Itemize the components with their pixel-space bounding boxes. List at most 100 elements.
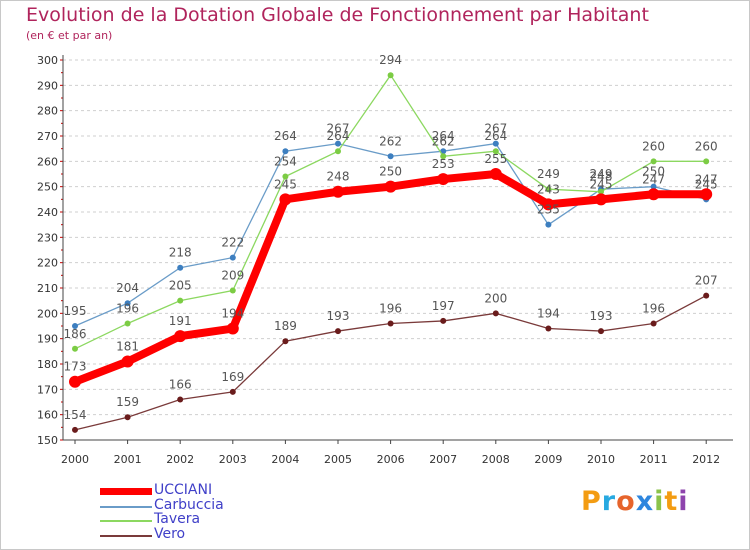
point-tavera [703,158,710,165]
data-label: 264 [432,129,455,143]
y-tick-label: 180 [37,358,58,371]
data-label: 267 [484,122,507,136]
logo-letter: r [601,486,617,517]
data-label: 194 [537,307,560,321]
data-label: 181 [116,339,139,353]
point-vero [650,320,657,327]
point-tavera [124,320,131,327]
point-ucciani [700,188,713,201]
y-tick-label: 160 [37,409,58,422]
point-tavera [177,297,184,304]
data-label: 262 [432,134,455,148]
point-tavera [387,72,394,79]
data-label: 200 [484,291,507,305]
x-tick-label: 2002 [166,453,194,466]
data-label: 267 [327,122,350,136]
point-carbuccia [282,148,289,155]
point-tavera [492,148,499,155]
point-tavera [545,186,552,193]
data-label: 253 [432,157,455,171]
x-tick-label: 2000 [61,453,89,466]
data-label: 159 [116,395,139,409]
point-carbuccia [650,183,657,190]
y-tick-label: 260 [37,155,58,168]
data-label: 204 [116,281,139,295]
point-carbuccia [124,300,131,307]
x-tick-label: 2003 [219,453,247,466]
data-label: 250 [379,165,402,179]
point-ucciani [121,355,134,368]
data-label: 264 [484,129,507,143]
point-vero [282,338,289,345]
data-label: 154 [64,408,87,422]
point-tavera [598,188,604,195]
proxiti-logo: Proxiti [581,486,689,517]
data-label: 196 [379,301,402,315]
point-ucciani [174,330,187,343]
chart-subtitle: (en € et par an) [26,29,113,42]
data-label: 262 [379,134,402,148]
data-label: 248 [327,170,350,184]
point-carbuccia [492,140,499,147]
x-tick-label: 2010 [587,453,615,466]
point-carbuccia [177,264,184,271]
point-carbuccia [440,148,447,155]
data-label: 186 [64,327,87,341]
point-ucciani [69,375,81,388]
data-label: 196 [116,301,139,315]
data-label: 194 [221,307,244,321]
logo-letter: o [616,486,636,517]
data-label: 197 [432,299,455,313]
point-ucciani [489,168,502,180]
data-label: 218 [169,246,192,260]
logo-letter: x [635,486,655,517]
data-label: 247 [642,172,665,186]
logo-letter: t [664,486,679,517]
data-label: 189 [274,319,297,333]
y-tick-label: 190 [37,333,58,346]
legend-label: Vero [154,525,186,542]
axes: 150 160 170 180 190 200 210 220 230 240 250 260 270 2… [37,54,733,466]
y-tick-label: 170 [37,383,58,396]
legend-swatch [100,534,152,537]
y-tick-label: 210 [37,282,58,295]
data-label: 250 [642,165,665,179]
data-label: 260 [642,139,665,153]
y-tick-label: 220 [37,257,58,270]
point-vero [440,317,447,324]
y-tick-label: 290 [37,79,58,92]
point-vero [703,292,710,299]
point-vero [545,325,552,332]
point-ucciani [384,180,397,193]
data-label: 207 [695,274,718,288]
legend-label: UCCIANI [154,482,213,498]
y-tick-label: 280 [37,105,58,118]
x-tick-label: 2001 [114,453,142,466]
point-carbuccia [387,153,394,160]
data-label: 235 [537,203,560,217]
chart-title: Evolution de la Dotation Globale de Fonc… [26,4,649,26]
point-carbuccia [545,221,552,228]
data-label: 249 [590,167,613,181]
x-tick-label: 2009 [534,453,562,466]
point-vero [387,320,394,327]
point-tavera [650,158,657,165]
data-label: 255 [484,152,507,166]
data-label: 254 [274,155,297,169]
y-tick-label: 270 [37,130,58,143]
data-label: 195 [64,304,87,318]
data-label: 248 [590,170,613,184]
y-tick-label: 200 [37,307,58,320]
point-carbuccia [72,323,78,329]
data-label: 209 [221,269,244,283]
data-label: 243 [537,182,560,196]
logo-letter: P [581,486,602,517]
data-label: 173 [64,360,87,374]
x-tick-label: 2012 [692,453,720,466]
series-lines [69,72,713,433]
point-vero [177,396,184,403]
data-label: 249 [537,167,560,181]
y-tick-label: 250 [37,181,58,194]
